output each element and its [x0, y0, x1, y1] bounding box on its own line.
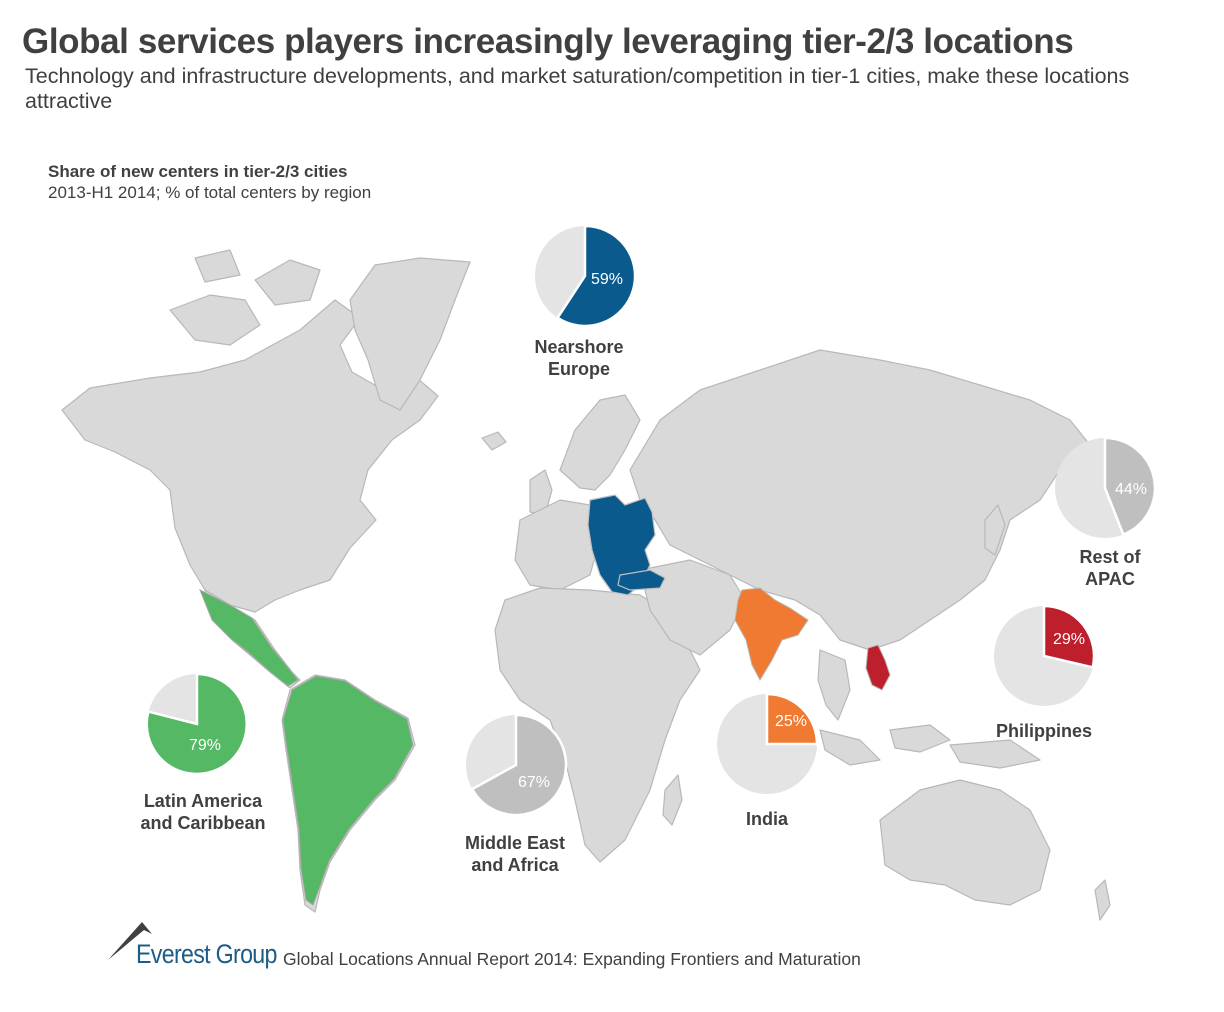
mexico-highlight: [199, 588, 299, 687]
everest-mountain-icon: [108, 922, 152, 960]
pie-latin-america: 79%: [145, 672, 248, 776]
label-line: and Caribbean: [140, 813, 266, 833]
pie-value-india: 25%: [775, 713, 807, 730]
label-line: and Africa: [471, 855, 559, 875]
pie-value-apac: 44%: [1115, 481, 1147, 498]
europe-highlight: [587, 494, 656, 596]
chart-title: Share of new centers in tier-2/3 cities: [48, 162, 348, 181]
source-text: Global Locations Annual Report 2014: Exp…: [283, 949, 861, 969]
label-line: Europe: [547, 359, 610, 379]
turkey-highlight: [617, 569, 666, 591]
greenland: [349, 257, 471, 411]
south-america-highlight: [282, 675, 414, 906]
asia: [629, 349, 1091, 651]
australia: [879, 779, 1051, 906]
pie-middle-east-africa: 67%: [466, 713, 568, 817]
label-philippines: Philippines: [984, 720, 1104, 742]
label-line: APAC: [1085, 569, 1135, 589]
label-rest-of-apac: Rest of APAC: [1050, 546, 1170, 590]
north-america: [61, 299, 439, 613]
pie-value-europe: 59%: [591, 271, 623, 288]
label-line: Latin America: [143, 791, 263, 811]
label-line: Rest of: [1079, 547, 1141, 567]
pie-philippines: 29%: [994, 604, 1096, 706]
label-line: Nearshore: [534, 337, 624, 357]
label-latin-america: Latin America and Caribbean: [128, 790, 278, 834]
pie-value-latam: 79%: [189, 737, 221, 754]
label-line: Philippines: [995, 721, 1092, 741]
brand-name: Everest Group: [136, 939, 277, 969]
page-title: Global services players increasingly lev…: [22, 22, 1074, 61]
pie-value-philippines: 29%: [1053, 631, 1085, 648]
page-subtitle: Technology and infrastructure developmen…: [25, 64, 1130, 113]
label-line: India: [745, 809, 788, 829]
label-nearshore-europe: Nearshore Europe: [520, 336, 638, 380]
pie-india: 25%: [717, 692, 819, 794]
pie-value-mea: 67%: [518, 774, 550, 791]
chart-subtitle: 2013-H1 2014; % of total centers by regi…: [48, 183, 372, 202]
pie-nearshore-europe: 59%: [535, 224, 637, 328]
philippines-highlight: [865, 644, 891, 691]
india-highlight: [734, 587, 809, 682]
label-middle-east-africa: Middle East and Africa: [450, 832, 580, 876]
pie-rest-of-apac: 44%: [1055, 436, 1157, 538]
label-line: Middle East: [464, 833, 566, 853]
label-india: India: [707, 808, 827, 830]
